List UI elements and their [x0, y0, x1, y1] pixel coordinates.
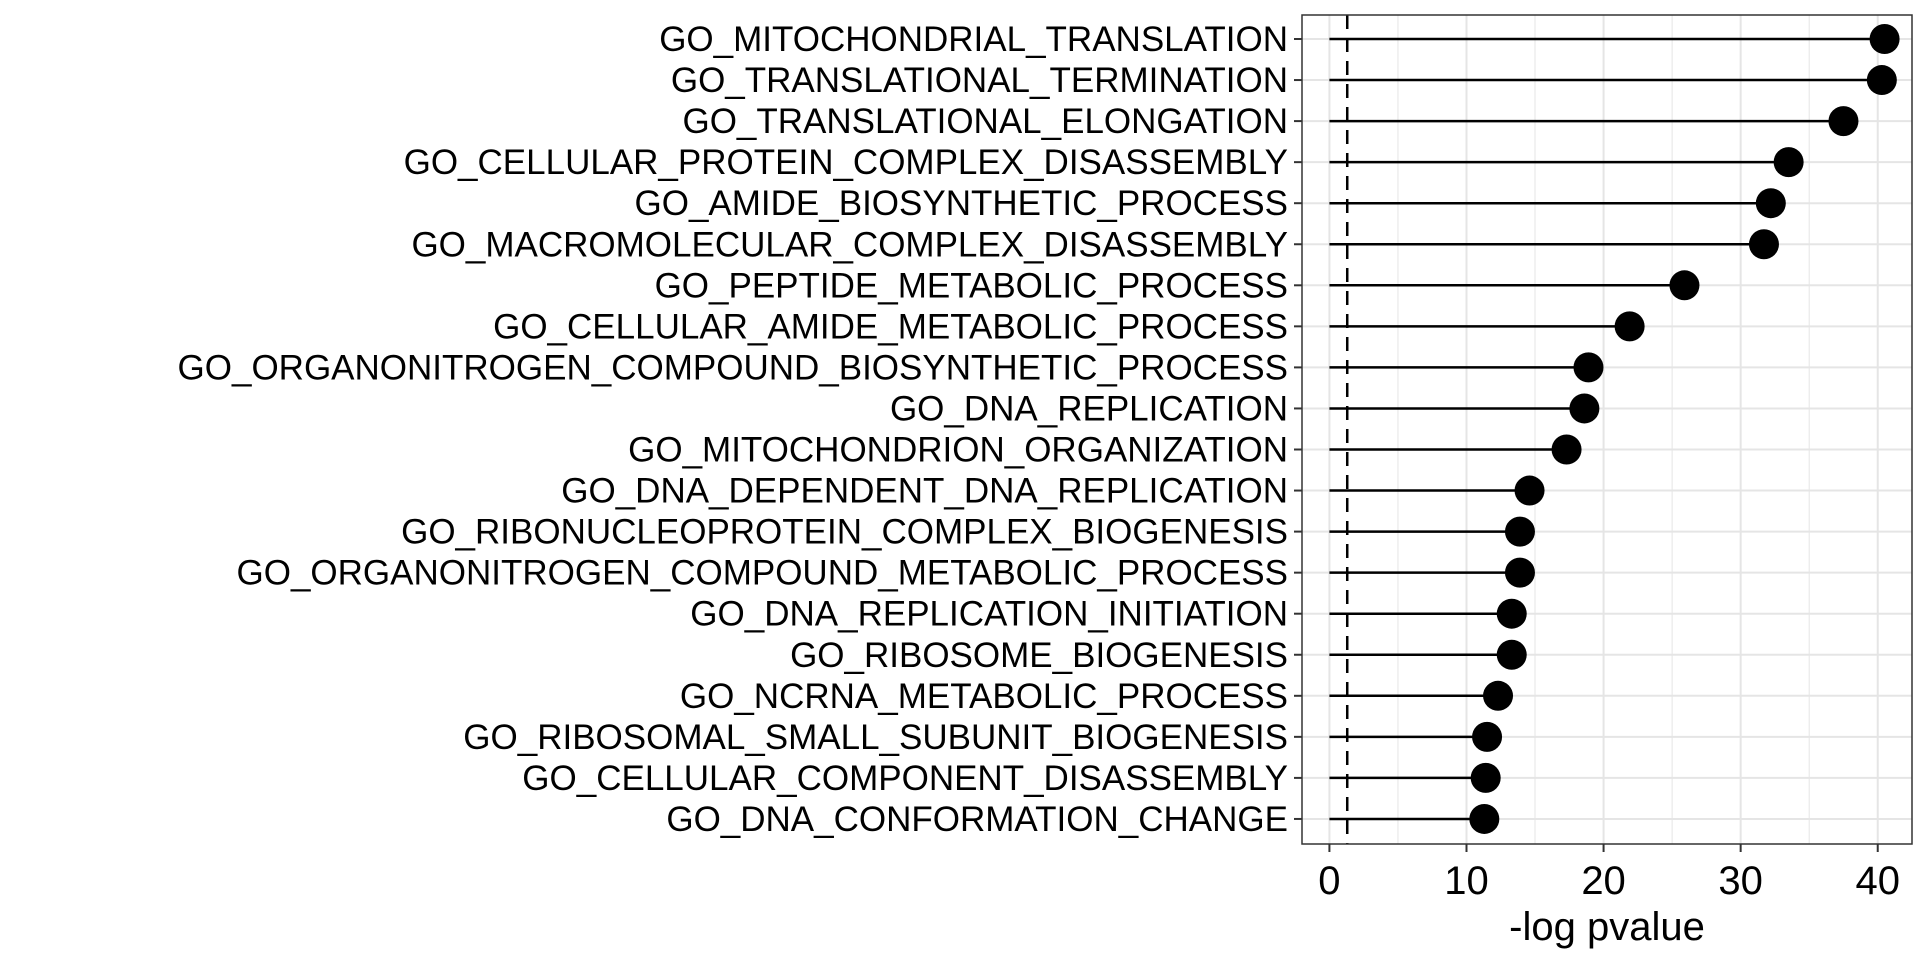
lollipop-point — [1869, 24, 1900, 54]
category-label: GO_PEPTIDE_METABOLIC_PROCESS — [655, 266, 1288, 305]
lollipop-point — [1569, 393, 1600, 424]
category-label: GO_DNA_REPLICATION — [890, 389, 1288, 428]
plot-panel-border — [1301, 14, 1913, 845]
lollipop-point — [1469, 803, 1500, 834]
grid-lines — [1302, 15, 1912, 844]
category-label: GO_RIBOSOME_BIOGENESIS — [790, 636, 1288, 675]
lollipop-point — [1514, 475, 1545, 506]
lollipop-point — [1669, 270, 1700, 301]
category-label: GO_RIBOSOMAL_SMALL_SUBUNIT_BIOGENESIS — [463, 718, 1288, 757]
lollipop-point — [1755, 188, 1786, 219]
lollipop-point — [1483, 680, 1514, 711]
lollipop-point — [1496, 639, 1527, 670]
lollipop-point — [1551, 434, 1582, 465]
category-label: GO_CELLULAR_COMPONENT_DISASSEMBLY — [522, 759, 1288, 798]
category-label: GO_AMIDE_BIOSYNTHETIC_PROCESS — [635, 184, 1288, 223]
x-axis-title: -log pvalue — [1509, 905, 1705, 949]
x-tick-label: 20 — [1581, 859, 1626, 903]
category-label: GO_MITOCHONDRION_ORGANIZATION — [628, 431, 1288, 470]
x-tick-label: 10 — [1444, 859, 1489, 903]
lollipop-point — [1614, 311, 1645, 342]
category-label: GO_DNA_DEPENDENT_DNA_REPLICATION — [561, 472, 1288, 511]
lollipop-point — [1573, 352, 1604, 383]
category-label: GO_DNA_CONFORMATION_CHANGE — [666, 800, 1288, 839]
category-label: GO_ORGANONITROGEN_COMPOUND_METABOLIC_PRO… — [237, 554, 1288, 593]
category-label: GO_CELLULAR_PROTEIN_COMPLEX_DISASSEMBLY — [404, 143, 1288, 182]
category-label: GO_RIBONUCLEOPROTEIN_COMPLEX_BIOGENESIS — [401, 513, 1288, 552]
category-label: GO_MITOCHONDRIAL_TRANSLATION — [659, 20, 1288, 59]
category-labels: GO_MITOCHONDRIAL_TRANSLATIONGO_TRANSLATI… — [178, 20, 1302, 839]
lollipop-point — [1828, 106, 1859, 137]
lollipop-point — [1504, 516, 1535, 547]
category-label: GO_TRANSLATIONAL_TERMINATION — [671, 61, 1288, 100]
category-label: GO_CELLULAR_AMIDE_METABOLIC_PROCESS — [493, 307, 1288, 346]
x-tick-label: 40 — [1855, 859, 1900, 903]
lollipop-point — [1866, 65, 1897, 96]
points-layer — [1469, 24, 1900, 834]
category-label: GO_ORGANONITROGEN_COMPOUND_BIOSYNTHETIC_… — [178, 348, 1288, 387]
lollipop-point — [1504, 557, 1535, 588]
category-label: GO_TRANSLATIONAL_ELONGATION — [682, 102, 1288, 141]
lollipop-point — [1470, 762, 1501, 793]
x-axis-ticks: 0 10 20 30 40 — [1318, 844, 1900, 903]
category-label: GO_NCRNA_METABOLIC_PROCESS — [680, 677, 1288, 716]
lollipop-point — [1472, 721, 1503, 752]
category-label: GO_DNA_REPLICATION_INITIATION — [690, 595, 1288, 634]
stems-layer — [1329, 37, 1885, 821]
x-tick-label: 0 — [1318, 859, 1340, 903]
x-tick-label: 30 — [1718, 859, 1763, 903]
lollipop-point — [1773, 147, 1804, 178]
lollipop-point — [1748, 229, 1779, 260]
lollipop-point — [1496, 598, 1527, 629]
category-label: GO_MACROMOLECULAR_COMPLEX_DISASSEMBLY — [411, 225, 1288, 264]
